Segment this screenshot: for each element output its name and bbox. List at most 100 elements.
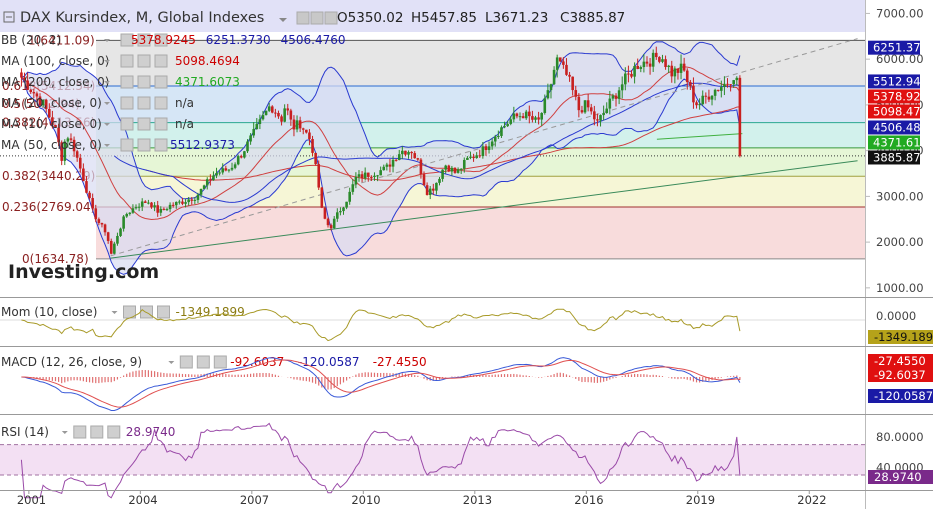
header-toolbar[interactable] [296,11,338,25]
candle-body [599,115,602,121]
candle-body [469,156,472,158]
candle-body [51,117,54,125]
candle-body [685,70,689,83]
macd-tag-1 [868,368,933,382]
eye-icon [120,75,134,89]
rsi-gear-icon [90,425,104,439]
indicator-value-1-0: 5098.4694 [175,54,240,68]
candle-body [558,57,562,62]
candle-body [698,104,701,106]
candle-body [729,84,732,86]
candle-body [360,174,364,179]
candle-body [147,202,150,204]
candle-body [596,119,599,121]
candle-body [537,117,540,120]
price-tag-1 [868,74,920,89]
candle-body [292,119,296,130]
candle-body [72,139,76,152]
candle-body [255,124,259,130]
candle-body [679,63,683,73]
eye-icon [120,96,134,110]
candle-body [509,119,513,124]
candle-body [190,199,194,201]
close-icon [154,117,168,131]
candle-body [243,151,246,158]
indicator-dropdown-icon [104,39,110,42]
candle-body [323,207,327,219]
candle-body [670,65,674,77]
candle-body [394,159,398,161]
candle-body [667,65,670,68]
candle-body [246,141,249,152]
indicator-value-5-0: 5512.9373 [170,138,235,152]
candle-body [119,228,122,236]
candle-body [305,129,308,133]
candle-body [627,73,630,75]
candle-body [459,168,463,170]
candle-body [611,95,615,99]
candle-body [140,201,144,207]
candles [20,46,742,255]
candle-body [512,113,516,120]
indicator-value-3-0: n/a [175,96,194,110]
indicator-value-4-0: n/a [175,117,194,131]
candle-body [484,146,488,150]
candle-body [38,96,42,106]
candle-body [379,170,382,176]
fib-band-1 [96,86,865,123]
candle-body [450,167,454,172]
candle-body [329,225,333,229]
mom-line [21,308,741,342]
indicator-dropdown-icon [104,60,110,63]
candle-body [462,159,466,169]
candle-body [308,132,311,140]
indicator-label-5: MA (50, close, 0) [1,138,102,152]
mom-tick-label: 0.0000 [876,309,916,323]
candle-body [682,63,686,71]
indicator-dropdown-icon [104,144,110,147]
x-tick-label-5: 2016 [574,493,603,507]
bollinger-upper [21,41,741,200]
price-tag-2 [868,89,920,104]
candle-body [78,157,82,169]
candle-body [552,69,556,85]
price-tag-label-5: 4371.61 [873,135,921,149]
candle-body [642,61,646,68]
candle-body [654,52,658,58]
rsi-tick-label-0: 80.0000 [876,430,924,444]
candle-body [673,68,677,77]
candle-body [345,201,348,208]
candle-body [540,112,543,120]
macd-gear-icon [196,355,210,369]
candle-body [716,89,720,91]
candle-body [240,156,243,158]
candle-body [178,201,181,203]
candle-body [75,151,79,158]
candle-body [419,159,423,175]
candle-body [267,106,271,111]
candle-body [233,164,237,168]
dropdown-icon[interactable] [279,18,287,22]
rsi-tag-label: 28.9740 [874,470,922,484]
candle-body [707,96,711,100]
candle-body [97,219,101,223]
candle-body [339,211,342,213]
price-tag-5 [868,135,920,150]
candle-body [490,141,494,147]
candle-body [602,113,605,116]
candle-body [506,123,509,127]
candle-body [397,154,401,160]
candle-body [472,156,475,159]
indicator-label-0: BB (20, 2) [1,33,61,47]
candle-body [376,175,379,177]
candle-body [218,172,221,174]
candle-body [444,165,447,170]
candle-body [106,232,110,241]
eye-icon [120,54,134,68]
candle-body [351,184,355,192]
rsi-close-icon [107,425,121,439]
candle-body [466,157,469,160]
